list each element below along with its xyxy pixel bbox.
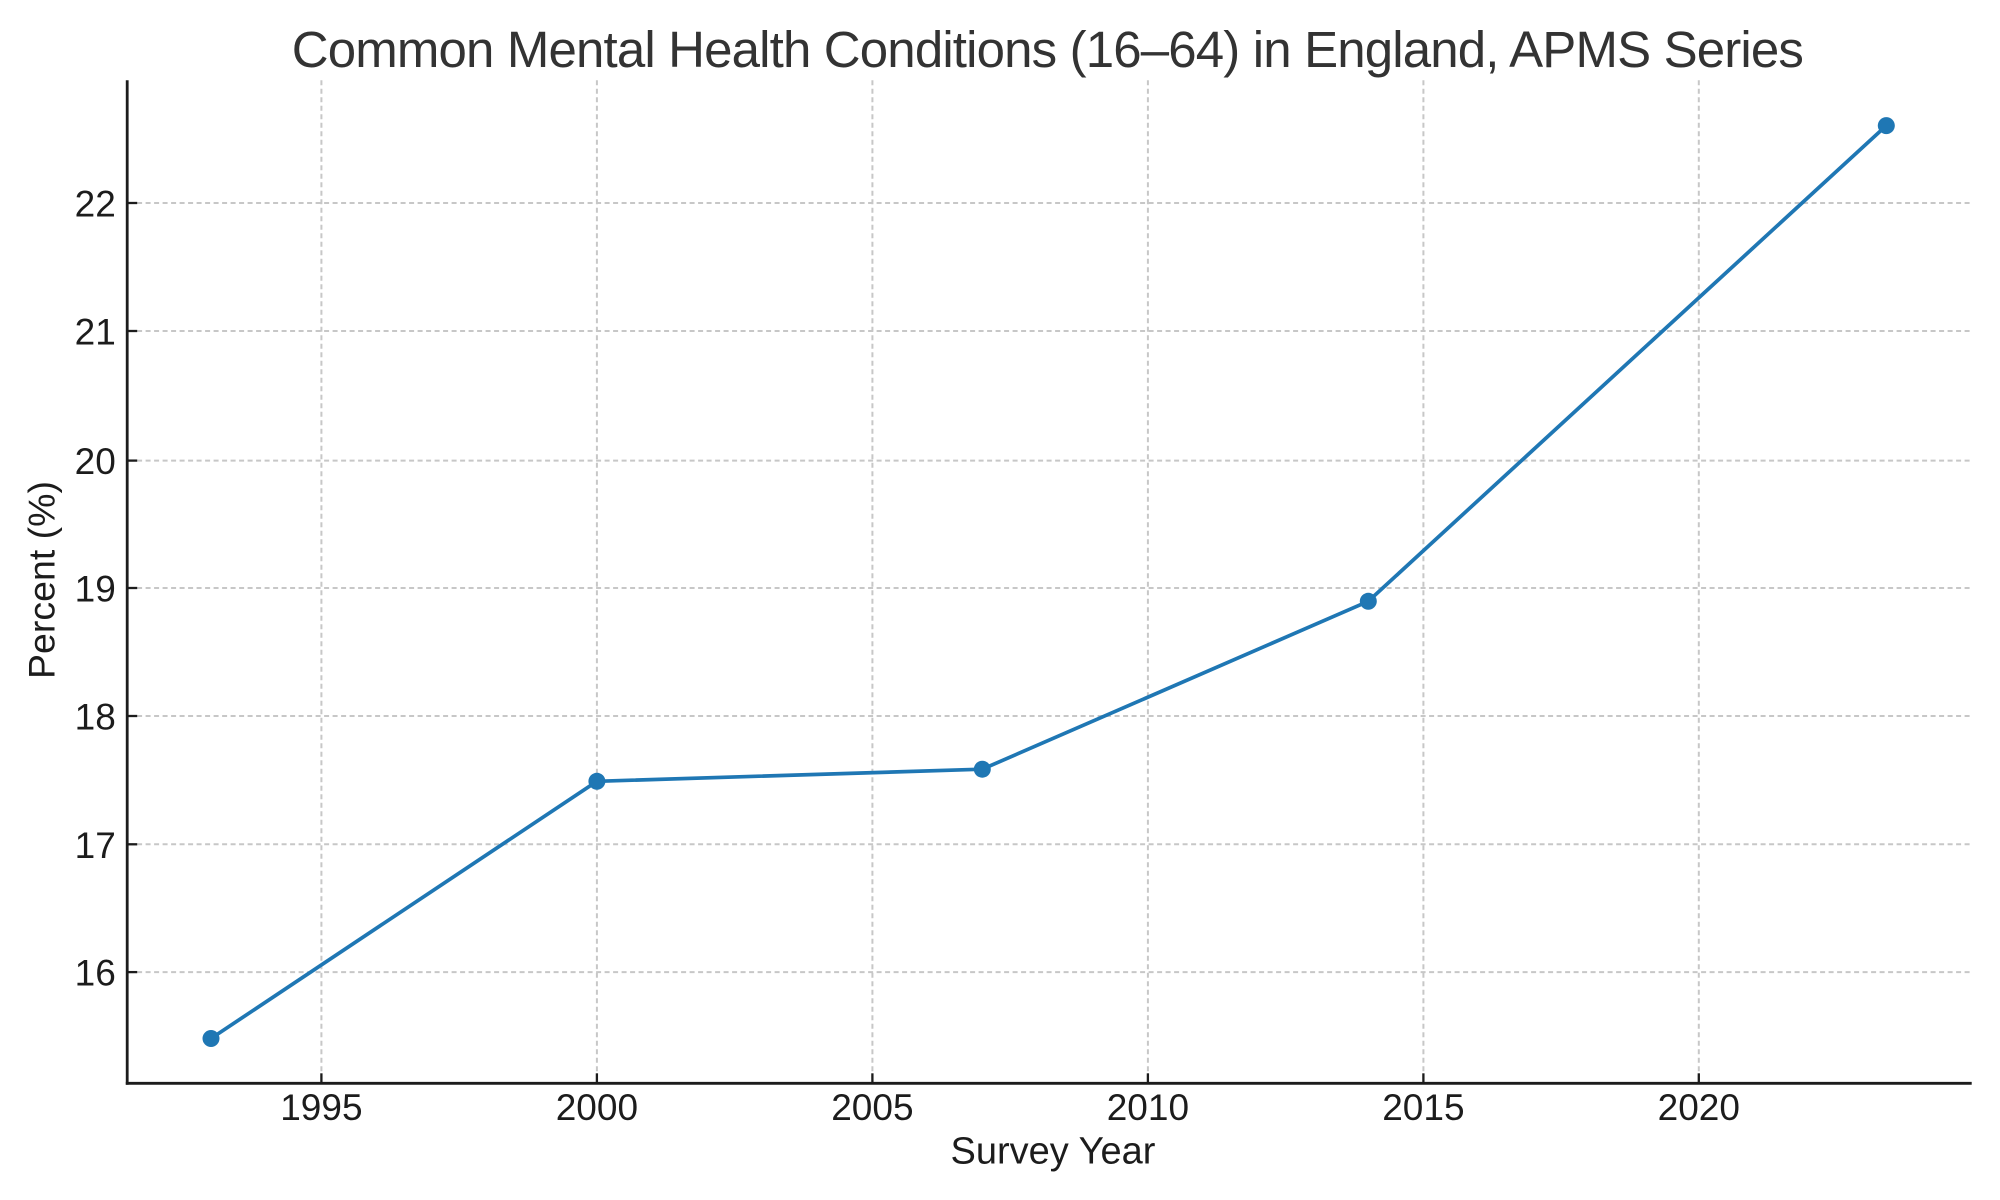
svg-text:2015: 2015 [1382,1087,1464,1128]
svg-text:Percent (%): Percent (%) [20,481,62,679]
svg-text:Survey Year: Survey Year [951,1131,1156,1173]
svg-text:2000: 2000 [556,1087,638,1128]
svg-text:21: 21 [75,312,116,353]
svg-text:2005: 2005 [831,1087,913,1128]
svg-text:17: 17 [75,825,116,866]
svg-text:20: 20 [75,441,116,482]
svg-text:1995: 1995 [280,1087,362,1128]
svg-text:2010: 2010 [1107,1087,1189,1128]
svg-text:2020: 2020 [1658,1087,1740,1128]
svg-text:Common Mental Health Condition: Common Mental Health Conditions (16–64) … [292,21,1803,78]
svg-text:22: 22 [75,184,116,225]
svg-text:16: 16 [75,953,116,994]
svg-text:19: 19 [75,569,116,610]
svg-text:18: 18 [75,697,116,738]
